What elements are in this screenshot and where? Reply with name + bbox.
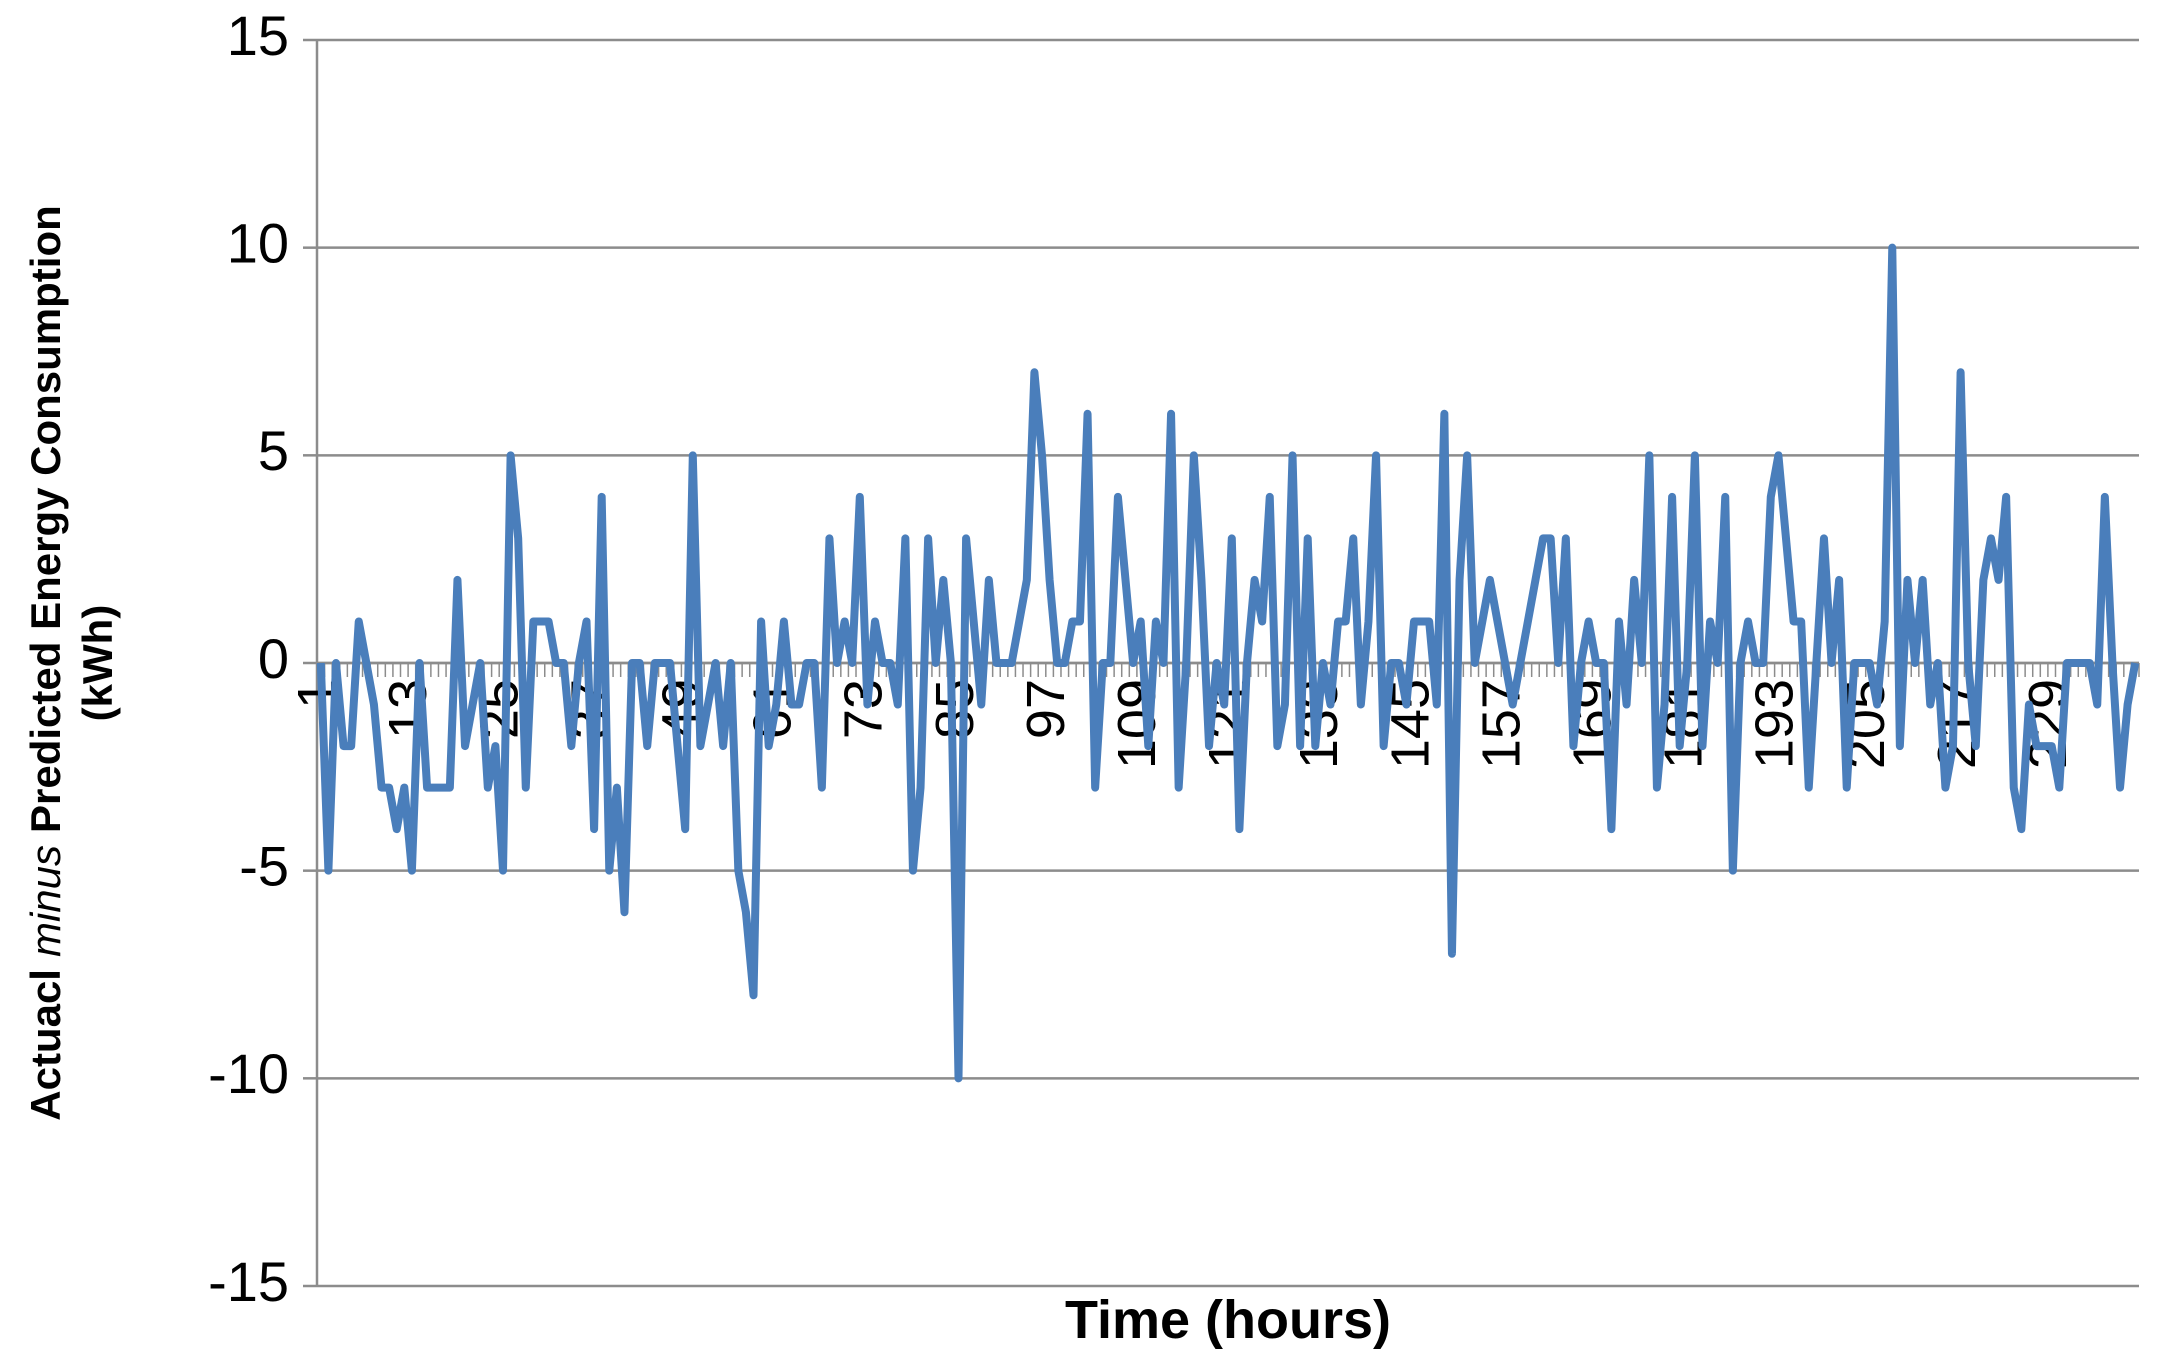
y-axis-title-part: Actuacl [22, 969, 69, 1121]
y-axis-title-part: minus [22, 845, 69, 957]
y-axis-title-line: Actuacl minus Predicted Energy Consumption [22, 205, 69, 1121]
y-axis-title-part: Predicted Energy Consumption [22, 205, 69, 833]
y-tick-label: -10 [208, 1042, 289, 1105]
y-tick-label: 10 [227, 211, 289, 274]
x-tick-label: 109 [1107, 679, 1167, 769]
y-tick-label: 0 [258, 627, 289, 690]
y-tick-label: -5 [239, 834, 289, 897]
x-tick-label: 13 [378, 679, 438, 739]
x-tick-label: 157 [1471, 679, 1531, 769]
x-axis-title: Time (hours) [1065, 1290, 1391, 1350]
y-axis-title-line: (kWh) [74, 605, 121, 722]
y-tick-label: 5 [258, 419, 289, 482]
y-tick-label: 15 [227, 4, 289, 67]
x-tick-label: 97 [1016, 679, 1076, 739]
data-line [316, 243, 2140, 1083]
y-tick-label: -15 [208, 1250, 289, 1313]
x-tick-label: 193 [1745, 679, 1805, 769]
y-axis-title: Actuacl minus Predicted Energy Consumption… [22, 205, 121, 1121]
